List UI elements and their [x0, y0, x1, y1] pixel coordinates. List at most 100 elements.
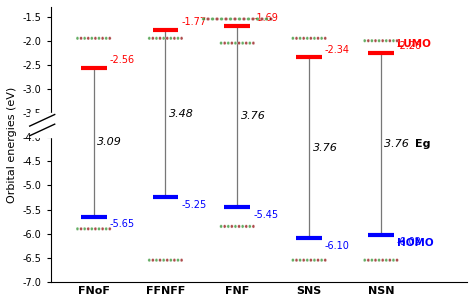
- Ellipse shape: [227, 225, 230, 228]
- Text: -6.02: -6.02: [397, 237, 422, 247]
- Ellipse shape: [169, 258, 172, 262]
- Ellipse shape: [180, 37, 183, 40]
- Ellipse shape: [176, 258, 180, 262]
- Ellipse shape: [302, 258, 305, 262]
- Ellipse shape: [378, 258, 381, 262]
- Ellipse shape: [98, 37, 100, 40]
- Text: -5.65: -5.65: [109, 219, 135, 229]
- Ellipse shape: [374, 39, 377, 42]
- Ellipse shape: [260, 17, 264, 21]
- Ellipse shape: [234, 225, 237, 228]
- Ellipse shape: [367, 39, 370, 42]
- Ellipse shape: [87, 37, 90, 40]
- Ellipse shape: [241, 42, 244, 45]
- Ellipse shape: [245, 42, 247, 45]
- Ellipse shape: [233, 17, 237, 21]
- Ellipse shape: [306, 37, 309, 40]
- Text: 3.09: 3.09: [97, 137, 122, 147]
- Text: HOMO: HOMO: [397, 238, 433, 248]
- Ellipse shape: [251, 17, 255, 21]
- Ellipse shape: [91, 37, 93, 40]
- Ellipse shape: [302, 37, 305, 40]
- Ellipse shape: [173, 258, 176, 262]
- Ellipse shape: [324, 258, 327, 262]
- Ellipse shape: [310, 258, 312, 262]
- Text: -2.26: -2.26: [397, 41, 422, 51]
- Ellipse shape: [367, 258, 370, 262]
- Ellipse shape: [396, 39, 399, 42]
- Ellipse shape: [80, 227, 82, 231]
- Ellipse shape: [252, 42, 255, 45]
- Ellipse shape: [246, 17, 250, 21]
- Ellipse shape: [211, 17, 214, 21]
- Ellipse shape: [237, 225, 240, 228]
- Ellipse shape: [80, 37, 82, 40]
- Ellipse shape: [229, 17, 232, 21]
- Text: 3.76: 3.76: [313, 143, 337, 153]
- Ellipse shape: [148, 258, 151, 262]
- Ellipse shape: [292, 37, 294, 40]
- Text: -1.77: -1.77: [181, 17, 206, 27]
- Ellipse shape: [388, 39, 392, 42]
- Ellipse shape: [148, 37, 151, 40]
- Ellipse shape: [224, 17, 228, 21]
- Ellipse shape: [320, 37, 323, 40]
- Ellipse shape: [245, 225, 247, 228]
- Text: 3.76: 3.76: [384, 139, 413, 149]
- Ellipse shape: [159, 37, 162, 40]
- Ellipse shape: [94, 227, 97, 231]
- Ellipse shape: [295, 37, 298, 40]
- Ellipse shape: [385, 39, 388, 42]
- Ellipse shape: [176, 37, 180, 40]
- Ellipse shape: [76, 227, 79, 231]
- Ellipse shape: [180, 258, 183, 262]
- Ellipse shape: [162, 37, 165, 40]
- Ellipse shape: [237, 42, 240, 45]
- Ellipse shape: [159, 258, 162, 262]
- Ellipse shape: [91, 227, 93, 231]
- Ellipse shape: [166, 37, 169, 40]
- Ellipse shape: [324, 37, 327, 40]
- Text: -1.69: -1.69: [253, 13, 278, 23]
- Ellipse shape: [109, 37, 111, 40]
- Ellipse shape: [206, 17, 210, 21]
- Ellipse shape: [76, 37, 79, 40]
- Text: -5.25: -5.25: [181, 200, 207, 210]
- Ellipse shape: [215, 17, 219, 21]
- Ellipse shape: [105, 227, 108, 231]
- Ellipse shape: [388, 258, 392, 262]
- Text: 3.76: 3.76: [241, 112, 266, 122]
- Ellipse shape: [378, 39, 381, 42]
- Ellipse shape: [313, 37, 316, 40]
- Ellipse shape: [371, 258, 374, 262]
- Ellipse shape: [94, 37, 97, 40]
- Text: LUMO: LUMO: [397, 39, 430, 49]
- Ellipse shape: [241, 225, 244, 228]
- Ellipse shape: [237, 17, 241, 21]
- Ellipse shape: [109, 227, 111, 231]
- Ellipse shape: [371, 39, 374, 42]
- Ellipse shape: [169, 37, 172, 40]
- Ellipse shape: [363, 258, 366, 262]
- Ellipse shape: [292, 258, 294, 262]
- Ellipse shape: [363, 39, 366, 42]
- Ellipse shape: [248, 225, 251, 228]
- Text: Eg: Eg: [415, 139, 430, 149]
- Ellipse shape: [299, 37, 301, 40]
- Ellipse shape: [374, 258, 377, 262]
- Ellipse shape: [101, 227, 104, 231]
- Ellipse shape: [105, 37, 108, 40]
- Ellipse shape: [381, 258, 384, 262]
- Ellipse shape: [248, 42, 251, 45]
- Ellipse shape: [234, 42, 237, 45]
- Text: -2.34: -2.34: [325, 45, 350, 55]
- Ellipse shape: [230, 225, 233, 228]
- Ellipse shape: [83, 37, 86, 40]
- Ellipse shape: [101, 37, 104, 40]
- Ellipse shape: [317, 258, 319, 262]
- Ellipse shape: [83, 227, 86, 231]
- Text: -2.56: -2.56: [109, 55, 135, 65]
- Ellipse shape: [252, 225, 255, 228]
- Ellipse shape: [299, 258, 301, 262]
- Ellipse shape: [155, 37, 158, 40]
